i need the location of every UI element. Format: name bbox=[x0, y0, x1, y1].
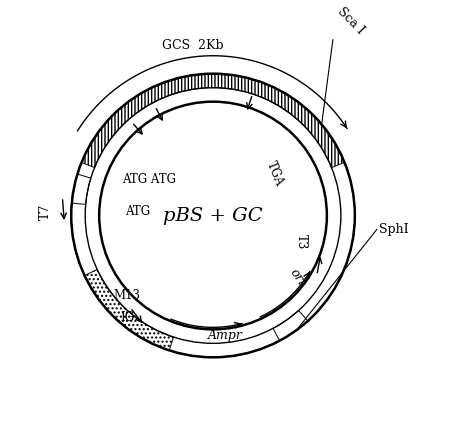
Text: ori: ori bbox=[287, 267, 307, 288]
Text: SphI: SphI bbox=[379, 223, 409, 236]
Text: T3: T3 bbox=[294, 234, 308, 249]
Text: IG: IG bbox=[120, 311, 134, 324]
Wedge shape bbox=[82, 74, 345, 167]
Text: ATG ATG: ATG ATG bbox=[122, 173, 176, 186]
Wedge shape bbox=[84, 270, 173, 350]
Wedge shape bbox=[72, 174, 91, 204]
Text: M13: M13 bbox=[114, 289, 141, 302]
Text: GCS  2Kb: GCS 2Kb bbox=[162, 39, 224, 52]
Text: Sca I: Sca I bbox=[335, 5, 367, 37]
Wedge shape bbox=[273, 311, 308, 341]
Text: ATG: ATG bbox=[125, 205, 150, 218]
Wedge shape bbox=[71, 74, 355, 357]
Text: TGA: TGA bbox=[264, 159, 286, 188]
Text: pBS + GC: pBS + GC bbox=[163, 207, 263, 225]
Text: T7: T7 bbox=[39, 203, 52, 220]
Text: Ampr: Ampr bbox=[208, 329, 243, 342]
